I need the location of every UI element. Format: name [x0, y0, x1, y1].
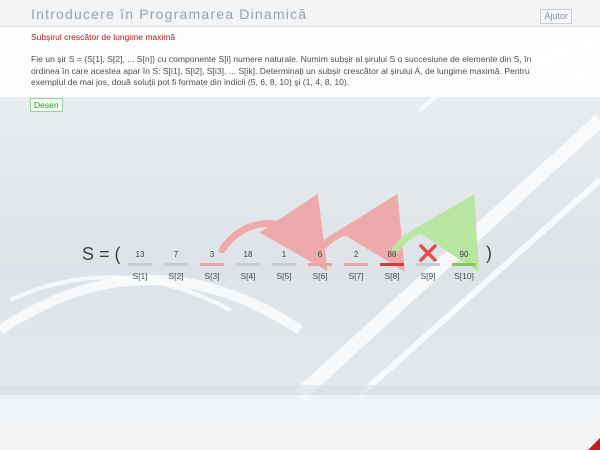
title-bar: Introducere în Programarea Dinamică Ajut… [0, 0, 600, 27]
cross-icon [419, 244, 437, 262]
problem-description: Fie un șir S = (S[1], S[2], ... S[n]) cu… [31, 54, 532, 87]
sequence-item-value: 88 [387, 250, 397, 259]
sequence-item-bar [200, 263, 224, 266]
sequence-item-value: 13 [135, 250, 145, 259]
sequence-item-index: S[7] [348, 271, 364, 281]
sequence-item-index: S[10] [454, 271, 474, 281]
sequence-item-index: S[1] [132, 271, 148, 281]
sequence-item-bar [380, 263, 404, 266]
sequence-item-value: 1 [281, 250, 287, 259]
sequence-item-value: 6 [317, 250, 323, 259]
sequence-item-bar [128, 263, 152, 266]
sequence-item-index: S[3] [204, 271, 220, 281]
sequence-item-value: 3 [209, 250, 215, 259]
sequence-item-index: S[4] [240, 271, 256, 281]
sequence-item-bar [452, 263, 476, 266]
sequence-item-bar [308, 263, 332, 266]
sequence-item-index: S[6] [312, 271, 328, 281]
sequence-item-bar [416, 263, 440, 266]
sequence-item-value: 90 [459, 250, 469, 259]
arrow-88-to-90 [391, 194, 480, 273]
sequence-item-index: S[5] [276, 271, 292, 281]
sequence-item-index: S[8] [384, 271, 400, 281]
draw-button[interactable]: Desen [30, 98, 63, 112]
sequence-item-bar [272, 263, 296, 266]
sequence-item-value: 2 [353, 250, 359, 259]
sequence-item-bar [344, 263, 368, 266]
sequence-prefix: S = ( [82, 244, 121, 264]
problem-panel: Subșirul crescător de lungime maximă Fie… [0, 27, 600, 97]
help-button[interactable]: Ajutor [540, 9, 572, 24]
corner-mark [588, 438, 600, 450]
sequence-item-index: S[2] [168, 271, 184, 281]
sequence-item-index: S[9] [420, 271, 436, 281]
sequence-item-bar [164, 263, 188, 266]
arrow-6-to-88 [316, 193, 405, 272]
arrow-3-to-6 [218, 193, 328, 272]
sequence-suffix: ) [486, 243, 492, 263]
sequence-item-value: 7 [173, 250, 179, 259]
sequence-item-value: 18 [243, 250, 253, 259]
sequence-item-bar [236, 263, 260, 266]
app-title: Introducere în Programarea Dinamică [31, 6, 308, 22]
problem-title: Subșirul crescător de lungime maximă [31, 32, 176, 42]
